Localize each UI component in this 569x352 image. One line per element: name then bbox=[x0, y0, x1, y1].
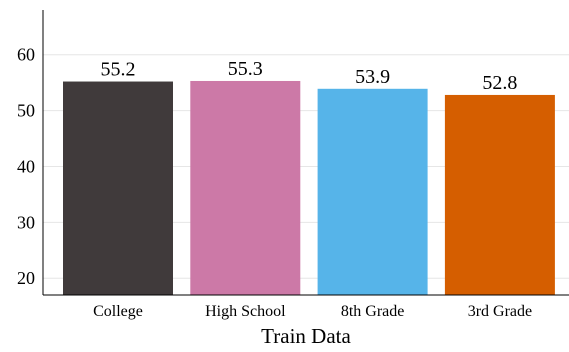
y-tick-label: 30 bbox=[17, 212, 35, 232]
bar-value-label: 55.3 bbox=[228, 58, 263, 80]
x-tick-label: 8th Grade bbox=[341, 303, 405, 320]
bar bbox=[444, 94, 555, 295]
x-axis-title: Train Data bbox=[261, 324, 351, 348]
x-tick-label: High School bbox=[205, 303, 286, 320]
x-axis-ticks: College High School 8th Grade 3rd Grade bbox=[93, 303, 532, 320]
x-tick-label: 3rd Grade bbox=[468, 303, 532, 320]
y-tick-label: 40 bbox=[17, 156, 35, 176]
y-axis-ticks: 20 30 40 50 60 bbox=[17, 45, 35, 289]
bar-value-label: 55.2 bbox=[101, 59, 136, 81]
bar-value-label: 52.8 bbox=[482, 72, 517, 94]
bar bbox=[190, 80, 301, 296]
bars bbox=[63, 80, 555, 296]
bar-value-label: 53.9 bbox=[355, 66, 390, 88]
y-tick-label: 60 bbox=[17, 45, 35, 65]
y-tick-label: 50 bbox=[17, 101, 35, 121]
bar-value-labels: 55.2 55.3 53.9 52.8 bbox=[101, 58, 518, 94]
bar bbox=[63, 81, 173, 295]
x-tick-label: College bbox=[93, 303, 143, 320]
y-tick-label: 20 bbox=[17, 268, 35, 288]
bar bbox=[317, 88, 428, 295]
